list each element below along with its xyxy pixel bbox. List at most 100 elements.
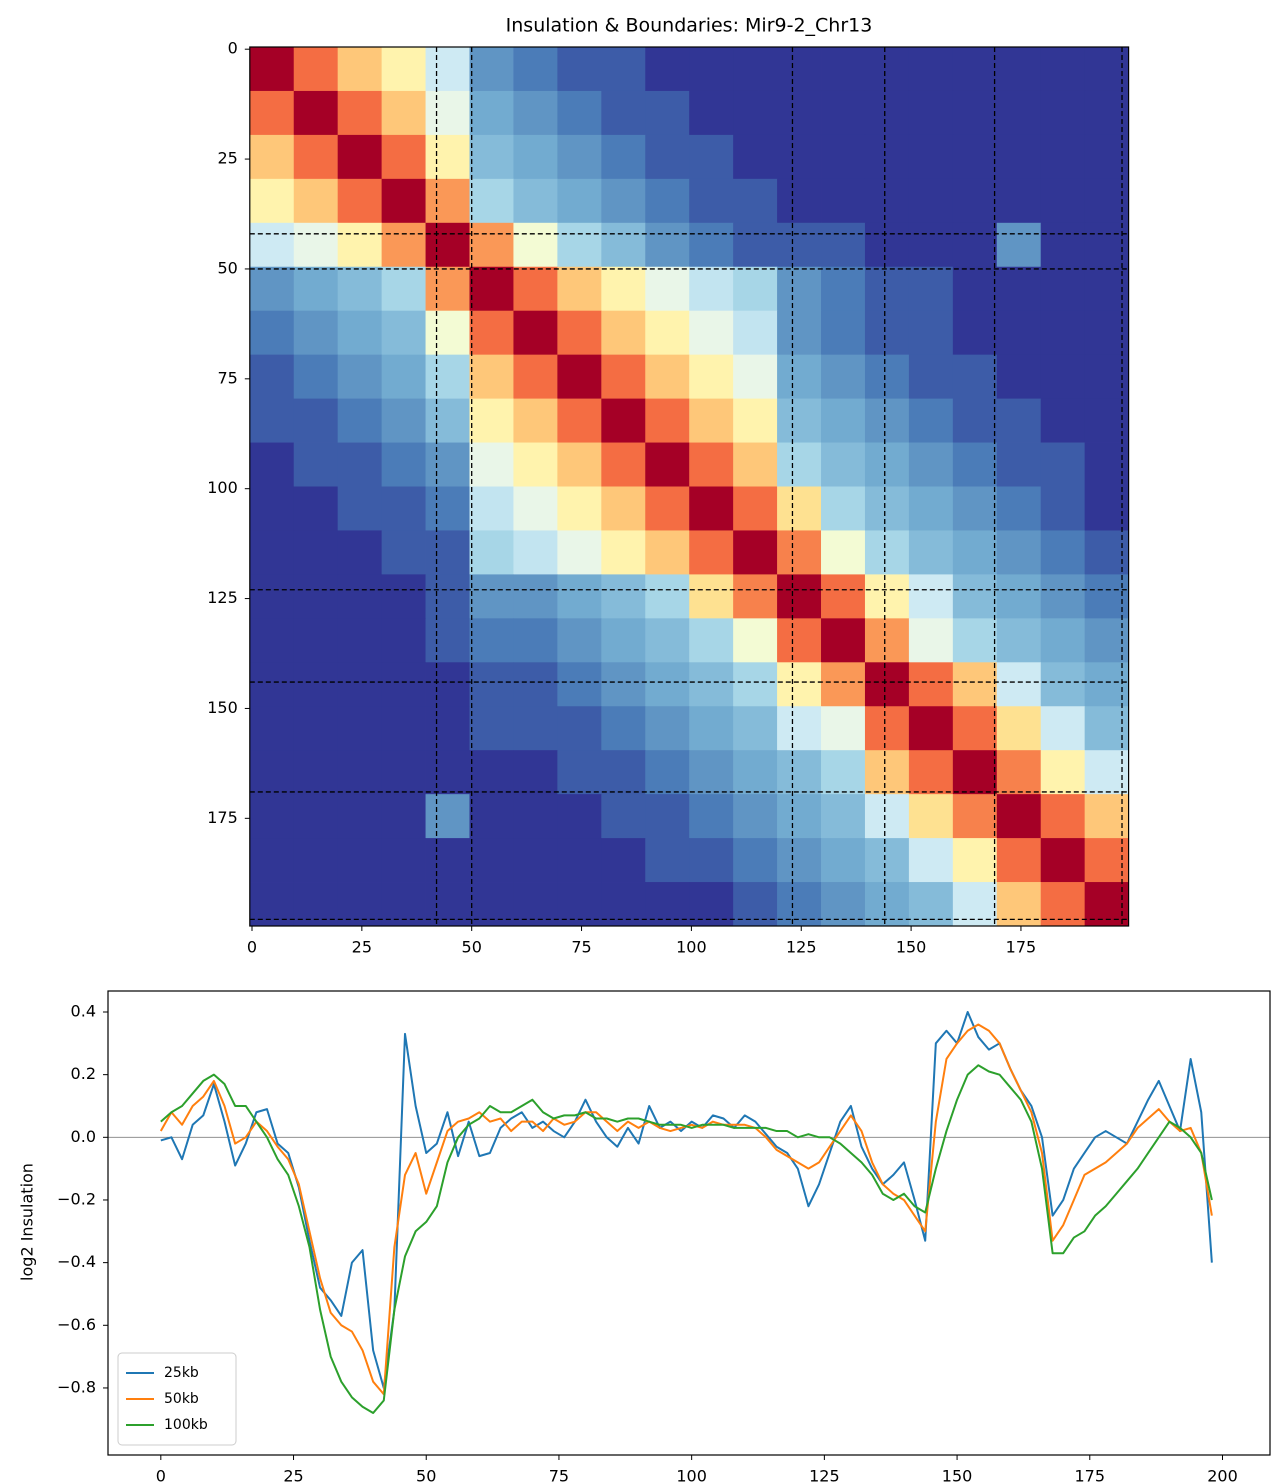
- heatmap-cell: [557, 618, 602, 663]
- heatmap-cell: [293, 750, 339, 795]
- heatmap-cell: [513, 90, 558, 136]
- legend-box: [117, 1352, 237, 1446]
- heatmap-cell: [381, 134, 426, 180]
- legend-label: 25kb: [164, 1365, 199, 1381]
- heatmap-cell: [908, 90, 954, 136]
- heatmap-cell: [381, 222, 426, 268]
- y-tick-label: −0.2: [57, 1189, 96, 1208]
- heatmap-cell: [249, 618, 295, 663]
- heatmap-cell: [469, 47, 514, 92]
- heatmap-cell: [381, 178, 426, 224]
- axes-frame: [249, 46, 1130, 927]
- heatmap-cell: [821, 178, 866, 224]
- heatmap-cell: [381, 574, 426, 619]
- heatmap-cell: [952, 618, 998, 663]
- heatmap-cell: [996, 486, 1042, 531]
- heatmap-cell: [381, 90, 426, 136]
- heatmap-cell: [557, 266, 602, 312]
- heatmap-cell: [249, 706, 295, 751]
- heatmap-cell: [952, 442, 998, 487]
- heatmap-cell: [469, 706, 514, 751]
- x-tick-label: 175: [1075, 1467, 1106, 1482]
- heatmap-cell: [733, 838, 778, 883]
- heatmap-cell: [293, 47, 339, 92]
- heatmap-cell: [908, 794, 954, 839]
- heatmap-cell: [249, 134, 295, 180]
- heatmap-cell: [1040, 178, 1086, 224]
- heatmap-cell: [777, 442, 822, 487]
- heatmap-cell: [337, 222, 383, 268]
- heatmap-cell: [821, 574, 866, 619]
- heatmap-cell: [337, 750, 383, 795]
- heatmap-cell: [1040, 750, 1086, 795]
- heatmap-cell: [513, 706, 558, 751]
- heatmap-cell: [864, 706, 910, 751]
- heatmap-cell: [601, 354, 646, 399]
- x-tick-label: 75: [571, 938, 591, 957]
- heatmap-cell: [557, 486, 602, 531]
- heatmap-cell: [996, 442, 1042, 487]
- x-tick-label: 150: [942, 1467, 973, 1482]
- heatmap-cell: [996, 178, 1042, 224]
- heatmap-cell: [689, 882, 734, 927]
- heatmap-cell: [337, 618, 383, 663]
- heatmap-cell: [645, 662, 690, 707]
- series-line: [160, 1064, 1213, 1415]
- heatmap-cell: [777, 354, 822, 399]
- heatmap-cell: [425, 706, 470, 751]
- heatmap-cell: [821, 662, 866, 707]
- heatmap-cell: [293, 794, 339, 839]
- heatmap-cell: [777, 794, 822, 839]
- heatmap-cell: [689, 486, 734, 531]
- heatmap-cell: [293, 90, 339, 136]
- heatmap-cell: [337, 882, 383, 927]
- heatmap-cell: [777, 486, 822, 531]
- heatmap-cell: [952, 574, 998, 619]
- x-tick-label: 25: [283, 1467, 303, 1482]
- heatmap-cell: [337, 794, 383, 839]
- heatmap-cell: [513, 442, 558, 487]
- heatmap-cell: [601, 442, 646, 487]
- heatmap-cell: [689, 662, 734, 707]
- heatmap-cell: [733, 266, 778, 312]
- heatmap-cell: [821, 486, 866, 531]
- heatmap-cell: [689, 178, 734, 224]
- heatmap-cell: [645, 750, 690, 795]
- heatmap-cell: [689, 222, 734, 268]
- heatmap-cell: [733, 354, 778, 399]
- heatmap-cell: [337, 266, 383, 312]
- heatmap-cell: [864, 530, 910, 575]
- heatmap-cell: [908, 222, 954, 268]
- heatmap-cell: [733, 750, 778, 795]
- heatmap-cell: [469, 442, 514, 487]
- heatmap-cell: [601, 398, 646, 443]
- y-tick-label: 175: [207, 808, 238, 827]
- heatmap-cell: [908, 574, 954, 619]
- y-tick-label: 0: [228, 39, 238, 58]
- heatmap-cell: [601, 838, 646, 883]
- x-tick-label: 0: [247, 938, 257, 957]
- x-tick-label: 125: [786, 938, 817, 957]
- y-tick-label: 50: [217, 258, 237, 277]
- heatmap-cell: [952, 794, 998, 839]
- heatmap-cell: [293, 838, 339, 883]
- heatmap-cell: [864, 134, 910, 180]
- heatmap-cell: [777, 530, 822, 575]
- y-axis-label: log2 Insulation: [18, 1163, 37, 1281]
- heatmap-cell: [381, 662, 426, 707]
- heatmap-cell: [733, 178, 778, 224]
- heatmap-cell: [513, 134, 558, 180]
- heatmap-cell: [864, 662, 910, 707]
- heatmap-cell: [469, 662, 514, 707]
- y-tick-label: 0.0: [71, 1127, 96, 1146]
- heatmap-cell: [908, 398, 954, 443]
- heatmap-cell: [908, 266, 954, 312]
- heatmap-cell: [733, 794, 778, 839]
- heatmap-cell: [645, 222, 690, 268]
- heatmap-cell: [952, 398, 998, 443]
- legend-label: 50kb: [164, 1391, 199, 1407]
- heatmap-cell: [996, 662, 1042, 707]
- heatmap-cell: [645, 134, 690, 180]
- heatmap-cell: [513, 794, 558, 839]
- heatmap-cell: [557, 90, 602, 136]
